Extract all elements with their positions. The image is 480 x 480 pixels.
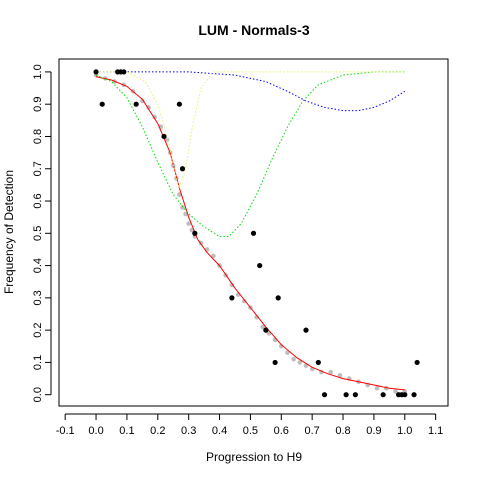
fitted-point [374,385,380,391]
y-tick-label: 0.9 [32,97,44,112]
y-tick-label: 0.0 [32,387,44,402]
observed-point [250,230,257,236]
observed-point [272,359,278,366]
observed-point [343,392,349,398]
x-tick-label: 0.9 [366,425,381,437]
y-tick-label: 0.4 [32,258,44,273]
x-axis: -0.1 0.0 0.1 0.2 0.3 0.4 0.5 0.6 0.7 0.8 0.9 1.0 1.1 [56,413,443,437]
observed-point [192,230,198,236]
observed-point [121,69,127,75]
series-layer [93,69,420,398]
x-tick-label: 1.1 [428,425,443,437]
fitted-point [211,253,216,259]
observed-point [380,392,386,398]
curve-line [96,71,406,112]
x-tick-label: 0.2 [150,425,165,437]
observed-point [321,392,328,398]
observed-point [303,327,309,333]
chart-title: LUM - Normals-3 [198,22,309,38]
fitted-point [241,298,247,304]
y-tick-label: 0.6 [32,193,44,208]
fitted-point [297,360,303,365]
plot-frame [58,58,449,407]
observed-point [315,359,321,366]
x-tick-label: 0.5 [243,425,258,437]
fitted-point [177,192,182,197]
fitted-point [186,221,191,226]
curve-line [95,71,405,237]
fitted-point [285,350,290,356]
fitted-point [337,373,343,378]
x-tick-label: 0.0 [88,425,103,437]
observed-point [352,392,358,398]
x-axis-label: Progression to H9 [206,450,302,464]
observed-point [275,295,281,301]
observed-point [263,327,269,333]
fitted-point [393,389,398,394]
observed-point [99,101,105,107]
observed-point [257,262,263,269]
fitted-point [189,227,195,233]
observed-point [179,166,186,172]
observed-point [93,69,99,75]
fitted-point [152,114,158,120]
y-axis: 0.0 0.1 0.2 0.3 0.4 0.5 0.6 0.7 0.8 0.9 1.0 [32,64,52,402]
x-tick-label: -0.1 [56,425,75,437]
y-tick-label: 0.8 [32,129,44,144]
curve-line [96,71,405,190]
observed-point [133,101,139,107]
x-tick-label: 1.0 [397,425,412,437]
observed-point [414,359,420,366]
fitted-point [180,205,185,210]
y-tick-label: 0.2 [32,322,44,337]
observed-point [229,295,235,301]
observed-point [161,133,167,140]
y-tick-label: 0.3 [32,290,44,305]
fitted-point [260,324,266,330]
y-axis-label: Frequency of Detection [2,170,16,294]
y-tick-label: 0.7 [32,161,44,176]
observed-point [176,101,183,107]
x-tick-label: 0.8 [335,425,350,437]
observed-point [411,392,417,398]
fitted-point [183,211,188,217]
curve-line [95,76,405,391]
x-tick-label: 0.1 [119,425,134,437]
observed-point [402,392,408,398]
y-tick-label: 0.5 [32,226,44,241]
y-tick-label: 0.1 [32,355,44,370]
x-tick-label: 0.3 [181,425,196,437]
fitted-point [140,98,145,104]
x-tick-label: 0.6 [274,425,289,437]
y-tick-label: 1.0 [32,64,44,79]
x-tick-label: 0.7 [305,425,320,437]
fitted-point [291,356,296,362]
x-tick-label: 0.4 [212,425,227,437]
fitted-point [328,369,333,375]
